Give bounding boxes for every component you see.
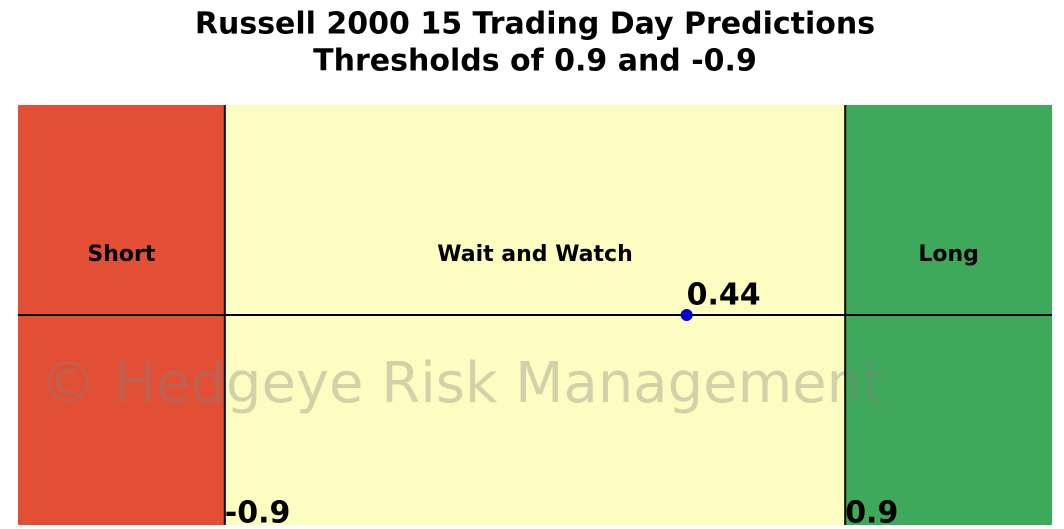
- prediction-label: 0.44: [687, 278, 761, 313]
- chart-title: Russell 2000 15 Trading Day Predictions: [195, 7, 875, 42]
- prediction-marker: [680, 309, 693, 321]
- zone-label: Short: [87, 242, 155, 267]
- chart-subtitle: Thresholds of 0.9 and -0.9: [313, 44, 757, 79]
- zone-label: Long: [918, 242, 979, 267]
- watermark: © Hedgeye Risk Management: [40, 351, 884, 416]
- threshold-label: -0.9: [225, 496, 291, 529]
- threshold-label: 0.9: [845, 496, 898, 529]
- zone-label: Wait and Watch: [437, 242, 633, 267]
